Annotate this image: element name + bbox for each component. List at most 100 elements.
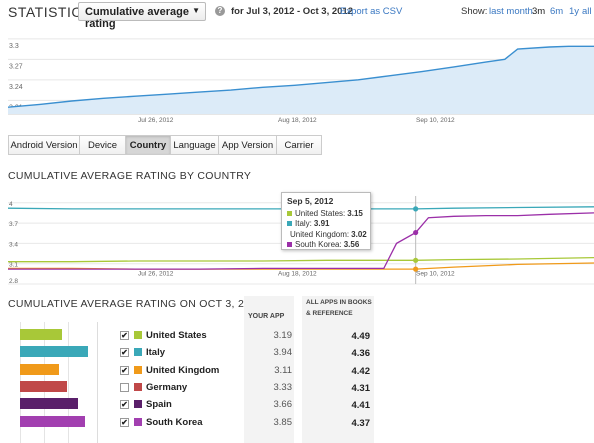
legend-swatch bbox=[287, 242, 292, 248]
all-apps-value: 4.41 bbox=[351, 400, 371, 412]
country-rating-chart: 4 3.7 3.4 3.1 2.8 Jul 26, 2012 Aug 18, 2012 Sep… bbox=[8, 196, 594, 285]
legend-swatch bbox=[287, 210, 292, 216]
range-all[interactable]: all bbox=[582, 6, 592, 17]
date-range-label: for Jul 3, 2012 - Oct 3, 2012 bbox=[231, 6, 353, 17]
series-line bbox=[8, 256, 594, 263]
range-last-month[interactable]: last month bbox=[489, 6, 533, 17]
country-name: South Korea bbox=[146, 416, 203, 428]
table-row: Germany 3.33 4.31 bbox=[120, 380, 376, 397]
y-tick-label: 4 bbox=[9, 201, 13, 208]
x-tick-label: Jul 26, 2012 bbox=[138, 117, 174, 124]
tab-language[interactable]: Language bbox=[171, 135, 219, 155]
tab-android-version[interactable]: Android Version bbox=[8, 135, 80, 155]
x-tick-label: Aug 18, 2012 bbox=[278, 271, 317, 278]
y-tick-label: 2.8 bbox=[9, 278, 18, 285]
your-app-header: YOUR APP bbox=[248, 313, 285, 320]
country-section-title: CUMULATIVE AVERAGE RATING BY COUNTRY bbox=[8, 170, 252, 182]
country-name: Italy bbox=[146, 347, 166, 359]
legend-swatch bbox=[134, 348, 142, 357]
tab-device[interactable]: Device bbox=[80, 135, 126, 155]
tab-carrier[interactable]: Carrier bbox=[277, 135, 322, 155]
table-row: ✔ Spain 3.66 4.41 bbox=[120, 397, 376, 414]
chart-tooltip: Sep 5, 2012 United States:3.15 Italy:3.9… bbox=[281, 192, 371, 250]
y-tick-label: 3.1 bbox=[9, 262, 18, 269]
grid-line bbox=[68, 322, 69, 443]
hover-point bbox=[413, 206, 419, 212]
series-line bbox=[8, 45, 594, 108]
your-app-value: 3.19 bbox=[273, 330, 293, 341]
legend-swatch bbox=[134, 417, 142, 426]
rating-bar bbox=[20, 329, 62, 340]
legend-swatch bbox=[134, 400, 142, 409]
series-line bbox=[8, 212, 594, 270]
range-6m[interactable]: 6m bbox=[550, 6, 564, 17]
hover-point bbox=[413, 229, 419, 236]
legend-swatch bbox=[287, 221, 292, 227]
your-app-value: 3.33 bbox=[273, 381, 293, 393]
tooltip-row: United States:3.15 bbox=[287, 208, 365, 219]
country-checkbox[interactable]: ✔ bbox=[120, 417, 129, 427]
rating-bar bbox=[20, 380, 67, 392]
country-checkbox[interactable]: ✔ bbox=[120, 400, 129, 410]
tooltip-date: Sep 5, 2012 bbox=[287, 196, 334, 206]
your-app-value: 3.85 bbox=[273, 416, 293, 428]
your-app-value: 3.66 bbox=[273, 399, 293, 411]
your-app-value: 3.94 bbox=[273, 347, 293, 359]
tab-app-version[interactable]: App Version bbox=[219, 135, 277, 155]
all-apps-value: 4.36 bbox=[351, 348, 371, 360]
hover-point bbox=[413, 266, 419, 272]
country-checkbox[interactable]: ✔ bbox=[120, 331, 129, 340]
your-app-column bbox=[244, 296, 294, 443]
show-label: Show: bbox=[461, 6, 488, 17]
country-name: Germany bbox=[146, 381, 188, 393]
your-app-value: 3.11 bbox=[274, 364, 292, 376]
metric-dropdown-label: Cumulative average rating bbox=[85, 6, 189, 30]
legend-swatch bbox=[134, 382, 142, 391]
all-apps-header: ALL APPS IN BOOKS & REFERENCE bbox=[306, 299, 372, 317]
caret-down-icon: ▼ bbox=[192, 6, 200, 15]
all-apps-value: 4.42 bbox=[351, 365, 371, 377]
legend-swatch bbox=[134, 365, 142, 374]
all-apps-value: 4.49 bbox=[351, 331, 371, 342]
range-1y[interactable]: 1y bbox=[569, 6, 580, 17]
all-apps-column bbox=[302, 296, 374, 443]
country-checkbox[interactable] bbox=[120, 382, 129, 392]
page-title: STATISTICS bbox=[8, 4, 92, 20]
tooltip-row: Italy:3.91 bbox=[287, 219, 365, 230]
country-checkbox[interactable]: ✔ bbox=[120, 348, 129, 358]
x-tick-label: Aug 18, 2012 bbox=[278, 117, 317, 124]
export-csv-link[interactable]: Export as CSV bbox=[340, 6, 403, 17]
table-section-title: CUMULATIVE AVERAGE RATING ON OCT 3, 2012 bbox=[8, 298, 263, 310]
country-name: Spain bbox=[146, 399, 172, 411]
x-tick-label: Sep 10, 2012 bbox=[416, 117, 455, 124]
rating-bar bbox=[20, 346, 88, 358]
y-tick-label: 3.3 bbox=[9, 43, 19, 50]
rating-bar bbox=[20, 363, 59, 375]
legend-swatch bbox=[134, 331, 142, 339]
y-tick-label: 3.4 bbox=[9, 241, 18, 248]
hover-point bbox=[413, 257, 419, 263]
y-tick-label: 3.27 bbox=[9, 63, 23, 70]
range-3m[interactable]: 3m bbox=[532, 6, 546, 17]
table-row: ✔ South Korea 3.85 4.37 bbox=[120, 415, 376, 432]
rating-bars bbox=[8, 322, 98, 443]
help-icon[interactable]: ? bbox=[215, 6, 225, 16]
y-tick-label: 3.7 bbox=[9, 221, 18, 228]
metric-dropdown[interactable]: Cumulative average rating ▼ bbox=[78, 2, 206, 30]
country-name: United States bbox=[146, 330, 207, 341]
tooltip-row: South Korea:3.56 bbox=[287, 240, 365, 251]
table-row: ✔ United Kingdom 3.11 4.42 bbox=[120, 363, 376, 380]
x-tick-label: Jul 26, 2012 bbox=[138, 271, 174, 278]
tooltip-row: United Kingdom:3.02 bbox=[290, 229, 367, 239]
area-fill bbox=[8, 46, 594, 114]
country-name: United Kingdom bbox=[146, 364, 220, 376]
y-tick-label: 3.24 bbox=[9, 84, 23, 91]
rating-bar bbox=[20, 398, 79, 410]
tab-country[interactable]: Country bbox=[126, 135, 171, 155]
x-tick-label: Sep 10, 2012 bbox=[416, 271, 455, 278]
country-checkbox[interactable]: ✔ bbox=[120, 365, 129, 375]
table-row: ✔ Italy 3.94 4.36 bbox=[120, 345, 376, 362]
header: STATISTICS Cumulative average rating ▼ ?… bbox=[0, 0, 594, 30]
rating-bar bbox=[20, 415, 85, 427]
